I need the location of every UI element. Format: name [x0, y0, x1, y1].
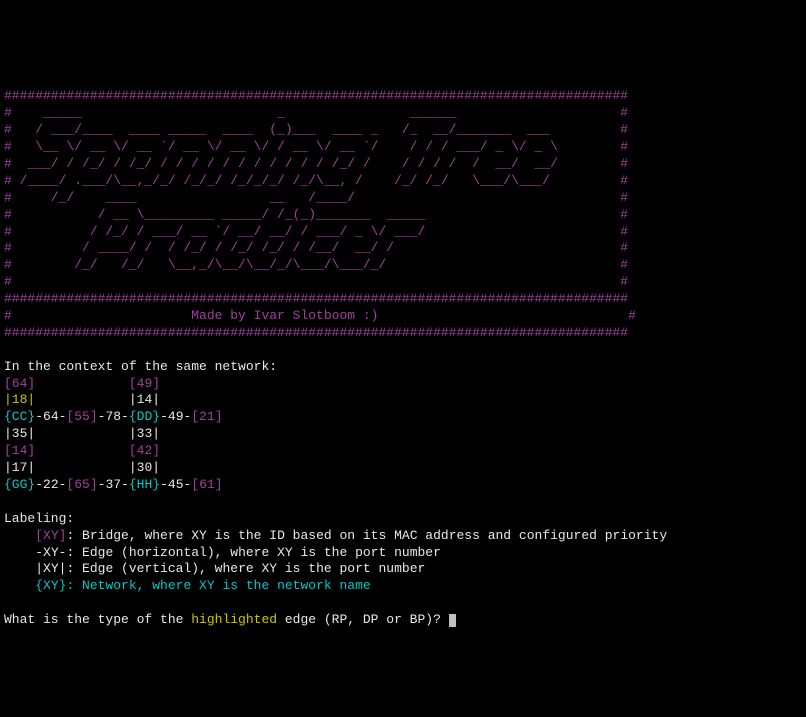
banner-row: # _____ _ ______ # — [4, 105, 628, 120]
network-bridge: [14] — [4, 443, 35, 458]
network-edge: |17| — [4, 460, 35, 475]
credit-text: Made by Ivar Slotboom :) — [191, 308, 378, 323]
labeling-net-tag: {XY} — [35, 578, 66, 593]
cursor-icon[interactable] — [449, 614, 456, 627]
network-bridge: [61] — [191, 477, 222, 492]
network-bridge: [49] — [129, 376, 160, 391]
prompt-post: edge (RP, DP or BP)? — [277, 612, 449, 627]
labeling-edge-v-desc: : Edge (vertical), where XY is the port … — [66, 561, 425, 576]
labeling-row: -XY-: Edge (horizontal), where XY is the… — [4, 545, 441, 560]
network-edge: |33| — [129, 426, 160, 441]
banner-row: # /_/ ____ __ /____/ # — [4, 190, 628, 205]
network-bridge: [21] — [191, 409, 222, 424]
network-edge-highlighted: |18| — [4, 392, 35, 407]
banner-row: # \__ \/ __ \/ __ `/ __ \/ __ \/ / __ \/… — [4, 139, 628, 154]
network-edge: |35| — [4, 426, 35, 441]
spacer — [35, 376, 129, 391]
banner-border-mid: ########################################… — [4, 291, 628, 306]
network-bridge: [65] — [66, 477, 97, 492]
banner-row: # / /_/ / ___/ __ `/ __/ __/ / ___/ _ \/… — [4, 224, 628, 239]
spacer — [35, 392, 129, 407]
network-edge-h: -78- — [98, 409, 129, 424]
prompt-highlighted: highlighted — [191, 612, 277, 627]
spacer — [35, 426, 129, 441]
banner-row: # /____/ .___/\__,_/_/ /_/_/ /_/_/_/ /_/… — [4, 173, 628, 188]
network-edge-h: -37- — [98, 477, 129, 492]
network-edge-h: -64- — [35, 409, 66, 424]
network-bridge: [42] — [129, 443, 160, 458]
banner-credit-row: # Made by Ivar Slotboom :) # — [4, 308, 636, 323]
banner-row: # / ___/____ ____ _____ ____ (_)___ ____… — [4, 122, 628, 137]
network-net: {GG} — [4, 477, 35, 492]
labeling-row: |XY|: Edge (vertical), where XY is the p… — [4, 561, 425, 576]
banner-row: # / __ \_________ _____/ /_(_)_______ __… — [4, 207, 628, 222]
network-edge-h: -22- — [35, 477, 66, 492]
banner-row: # # — [4, 274, 628, 289]
labeling-edge-h-tag: -XY- — [35, 545, 66, 560]
banner-border-top: ########################################… — [4, 88, 628, 103]
labeling-bridge-desc: : Bridge, where XY is the ID based on it… — [66, 528, 667, 543]
banner-row: # ___/ / /_/ / /_/ / / / / / / / / / / /… — [4, 156, 628, 171]
terminal-output: ########################################… — [4, 72, 802, 629]
prompt-pre: What is the type of the — [4, 612, 191, 627]
labeling-edge-h-desc: : Edge (horizontal), where XY is the por… — [66, 545, 440, 560]
spacer — [35, 460, 129, 475]
labeling-heading: Labeling: — [4, 511, 74, 526]
banner-border-bottom: ########################################… — [4, 325, 628, 340]
labeling-bridge-tag: [XY] — [35, 528, 66, 543]
network-bridge: [64] — [4, 376, 35, 391]
labeling-edge-v-tag: |XY| — [35, 561, 66, 576]
network-edge: |30| — [129, 460, 160, 475]
labeling-row: {XY}: Network, where XY is the network n… — [4, 578, 371, 593]
network-net: {HH} — [129, 477, 160, 492]
banner-row: # /_/ /_/ \__,_/\__/\__/_/\___/\___/_/ # — [4, 257, 628, 272]
spacer — [35, 443, 129, 458]
network-edge: |14| — [129, 392, 160, 407]
network-edge-h: -49- — [160, 409, 191, 424]
labeling-net-desc: : Network, where XY is the network name — [66, 578, 370, 593]
labeling-row: [XY]: Bridge, where XY is the ID based o… — [4, 528, 667, 543]
network-net: {CC} — [4, 409, 35, 424]
network-edge-h: -45- — [160, 477, 191, 492]
context-line: In the context of the same network: — [4, 359, 277, 374]
network-net: {DD} — [129, 409, 160, 424]
banner-row: # / ____/ / / /_/ / /_/ /_/ / /__/ __/ /… — [4, 240, 628, 255]
network-bridge: [55] — [66, 409, 97, 424]
